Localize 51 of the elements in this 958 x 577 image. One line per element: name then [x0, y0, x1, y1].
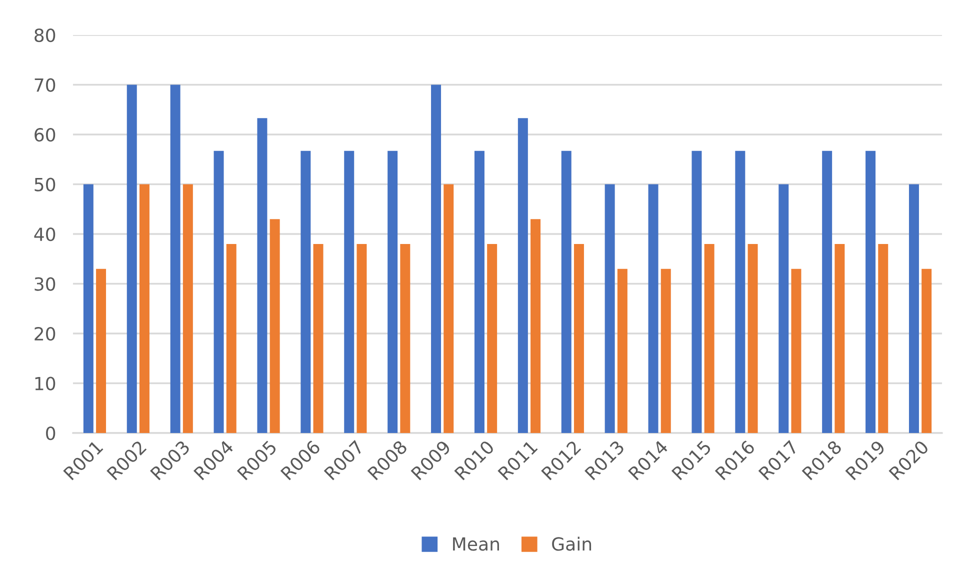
legend-label: Gain — [552, 536, 592, 551]
y-tick-label: 30 — [34, 277, 56, 291]
y-tick-label: 70 — [34, 78, 56, 92]
bar — [83, 184, 94, 433]
bar — [226, 244, 236, 433]
legend-label: Mean — [453, 537, 499, 551]
bar — [400, 244, 410, 433]
bar — [574, 244, 584, 433]
bar — [487, 244, 498, 433]
y-tick-label: 40 — [34, 227, 56, 242]
bar — [791, 268, 802, 433]
bar — [444, 184, 454, 433]
bar — [313, 244, 324, 433]
bar — [530, 219, 541, 433]
bar — [474, 150, 484, 433]
bar — [704, 244, 714, 433]
y-tick-label: 10 — [35, 376, 56, 390]
bar — [126, 84, 137, 433]
bar — [257, 118, 268, 433]
y-tick-label: 0 — [46, 426, 56, 440]
bar — [692, 150, 702, 433]
y-tick-label: 50 — [34, 178, 56, 192]
bar — [834, 244, 845, 433]
bar — [922, 268, 932, 433]
bar — [561, 150, 572, 433]
bar — [344, 150, 354, 433]
bar — [270, 219, 280, 433]
bar — [748, 244, 758, 433]
y-tick-label: 80 — [34, 28, 56, 42]
bar — [431, 84, 442, 433]
bar — [604, 184, 615, 433]
bar — [214, 150, 224, 433]
bar — [866, 150, 876, 433]
bar — [778, 184, 789, 433]
bar — [182, 184, 193, 433]
bar — [660, 268, 671, 433]
bar — [96, 268, 106, 433]
bar — [617, 268, 628, 433]
y-tick-label: 20 — [34, 326, 56, 341]
bar — [388, 150, 398, 433]
bar — [170, 84, 180, 433]
bar — [648, 184, 658, 433]
y-tick-label: 60 — [34, 128, 56, 142]
bar — [518, 118, 528, 433]
bar — [356, 244, 367, 433]
bar — [878, 244, 888, 433]
bar — [908, 184, 919, 433]
bar — [822, 150, 832, 433]
bar — [735, 150, 746, 433]
bar — [139, 184, 150, 433]
bar — [300, 150, 311, 433]
